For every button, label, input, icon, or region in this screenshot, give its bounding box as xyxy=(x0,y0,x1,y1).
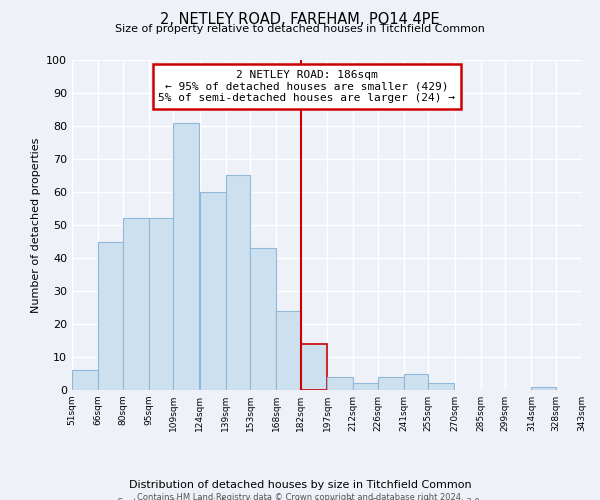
Text: Contains HM Land Registry data © Crown copyright and database right 2024.: Contains HM Land Registry data © Crown c… xyxy=(137,494,463,500)
Text: Contains public sector information licensed under the Open Government Licence v3: Contains public sector information licen… xyxy=(118,498,482,500)
Bar xyxy=(353,384,377,390)
Bar xyxy=(428,384,454,390)
Text: Size of property relative to detached houses in Titchfield Common: Size of property relative to detached ho… xyxy=(115,24,485,34)
Text: 2 NETLEY ROAD: 186sqm
← 95% of detached houses are smaller (429)
5% of semi-deta: 2 NETLEY ROAD: 186sqm ← 95% of detached … xyxy=(158,70,455,103)
Text: 2, NETLEY ROAD, FAREHAM, PO14 4PE: 2, NETLEY ROAD, FAREHAM, PO14 4PE xyxy=(160,12,440,28)
Bar xyxy=(98,242,122,390)
Bar xyxy=(327,377,353,390)
Bar xyxy=(277,311,301,390)
Bar xyxy=(200,192,226,390)
Bar xyxy=(250,248,276,390)
Bar xyxy=(532,386,556,390)
Bar xyxy=(404,374,428,390)
Y-axis label: Number of detached properties: Number of detached properties xyxy=(31,138,41,312)
Bar xyxy=(149,218,173,390)
Bar xyxy=(301,344,327,390)
Bar xyxy=(378,377,404,390)
Text: Distribution of detached houses by size in Titchfield Common: Distribution of detached houses by size … xyxy=(128,480,472,490)
Bar xyxy=(123,218,149,390)
Bar xyxy=(72,370,98,390)
Bar xyxy=(226,176,250,390)
Bar xyxy=(173,122,199,390)
